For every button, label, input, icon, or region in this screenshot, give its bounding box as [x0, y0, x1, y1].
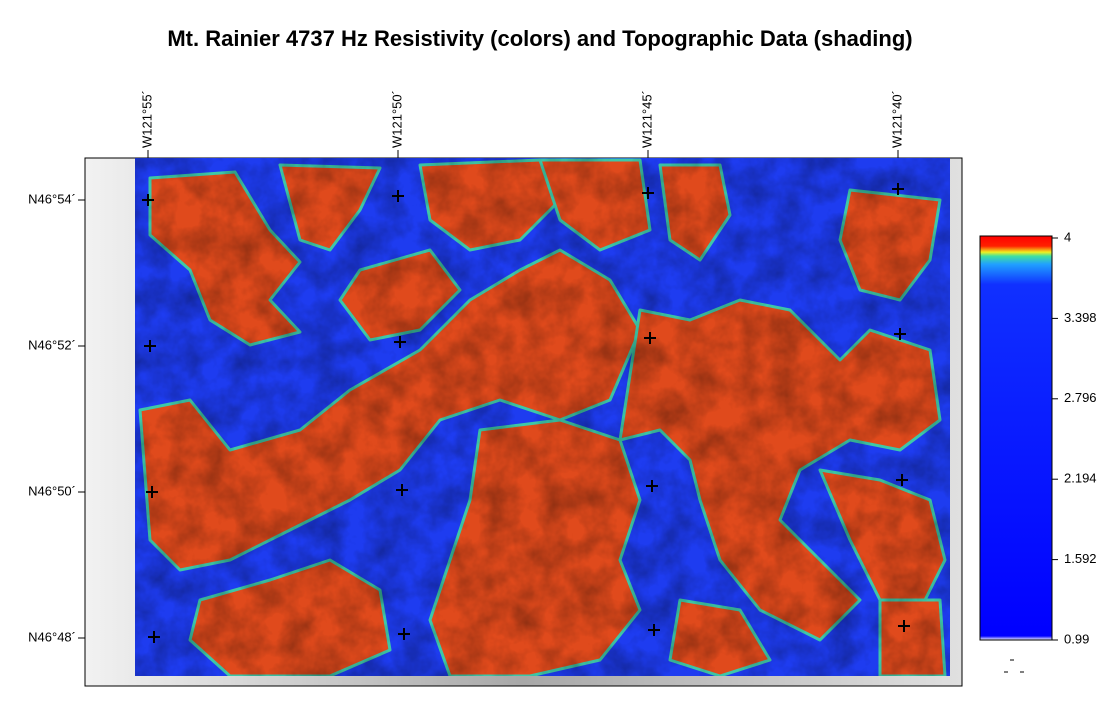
grid-crosses: [142, 183, 910, 643]
colorbar-tick-label: 3.398: [1064, 310, 1097, 325]
map-title: Mt. Rainier 4737 Hz Resistivity (colors)…: [167, 26, 912, 51]
longitude-label: W121°40´: [889, 90, 904, 148]
latitude-label: N46°48´: [28, 629, 76, 644]
map-frame: [84, 157, 963, 687]
longitude-labels: W121°55´ W121°50´ W121°45´ W121°40´: [139, 90, 904, 158]
colorbar-ramp: [979, 235, 1053, 641]
latitude-label: N46°50´: [28, 483, 76, 498]
longitude-label: W121°55´: [139, 90, 154, 148]
latitude-labels: N46°54´ N46°52´ N46°50´ N46°48´: [28, 191, 85, 644]
colorbar-tick-label: 4: [1064, 229, 1071, 244]
colorbar-tick-label: 2.194: [1064, 471, 1097, 486]
longitude-label: W121°45´: [639, 90, 654, 148]
colorbar: 4 3.398 2.796 2.194 1.592 0.99: [979, 229, 1097, 673]
colorbar-tick-label: 1.592: [1064, 551, 1097, 566]
latitude-label: N46°52´: [28, 337, 76, 352]
colorbar-decoration: [1004, 659, 1024, 673]
latitude-label: N46°54´: [28, 191, 76, 206]
colorbar-tick-label: 2.796: [1064, 390, 1097, 405]
longitude-label: W121°50´: [389, 90, 404, 148]
colorbar-tick-label: 0.99: [1064, 631, 1089, 646]
